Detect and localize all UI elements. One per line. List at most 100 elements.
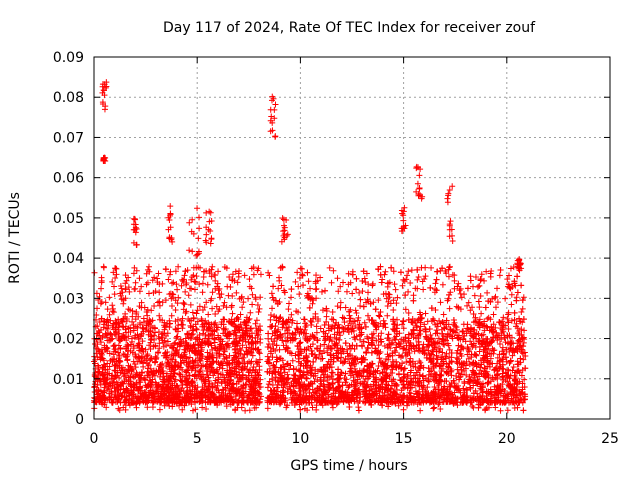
data-point	[168, 342, 175, 349]
data-point	[433, 276, 440, 283]
data-point	[377, 271, 384, 278]
data-point	[109, 399, 116, 406]
data-point	[199, 404, 206, 411]
data-point	[226, 274, 233, 281]
data-point	[120, 315, 127, 322]
data-point	[235, 350, 242, 357]
data-point	[236, 345, 243, 352]
data-point	[334, 303, 341, 310]
data-point	[510, 364, 517, 371]
data-point	[174, 383, 181, 390]
data-point	[405, 309, 412, 316]
data-point	[220, 351, 227, 358]
data-point	[249, 291, 256, 298]
data-point	[511, 405, 518, 412]
data-point	[365, 289, 372, 296]
data-point	[219, 386, 226, 393]
data-point	[257, 336, 264, 343]
data-point	[422, 310, 429, 317]
data-point	[308, 319, 315, 326]
data-point	[385, 331, 392, 338]
data-point	[194, 334, 201, 341]
data-point	[233, 289, 240, 296]
data-point	[251, 405, 258, 412]
data-point	[145, 290, 152, 297]
data-point	[216, 352, 223, 359]
data-point	[478, 271, 485, 278]
data-point	[208, 321, 215, 328]
data-point	[455, 280, 462, 287]
data-point	[174, 286, 181, 293]
data-point	[355, 407, 362, 414]
data-point	[178, 317, 185, 324]
data-point	[116, 374, 123, 381]
data-point	[115, 316, 122, 323]
data-point	[420, 372, 427, 379]
data-point	[492, 304, 499, 311]
data-point	[211, 335, 218, 342]
data-point	[220, 302, 227, 309]
data-point	[191, 286, 198, 293]
data-point	[207, 350, 214, 357]
data-point	[103, 345, 110, 352]
data-point	[234, 279, 241, 286]
data-point	[169, 280, 176, 287]
data-point	[478, 310, 485, 317]
data-point	[194, 318, 201, 325]
data-point	[225, 292, 232, 299]
data-point	[422, 264, 429, 271]
data-point	[427, 284, 434, 291]
data-point	[187, 324, 194, 331]
data-point	[233, 332, 240, 339]
data-point	[183, 279, 190, 286]
data-points	[91, 79, 529, 414]
data-point	[108, 376, 115, 383]
data-point	[107, 357, 114, 364]
data-point	[139, 324, 146, 331]
data-point	[106, 311, 113, 318]
data-point	[103, 404, 110, 411]
data-point	[173, 334, 180, 341]
data-point	[267, 312, 274, 319]
data-point	[507, 265, 514, 272]
data-point	[136, 275, 143, 282]
data-point	[113, 271, 120, 278]
data-point	[250, 346, 257, 353]
data-point	[518, 282, 525, 289]
data-point	[502, 295, 509, 302]
data-point	[125, 333, 132, 340]
data-point	[218, 378, 225, 385]
data-point	[408, 267, 415, 274]
data-point	[111, 283, 118, 290]
data-point	[181, 301, 188, 308]
data-point	[220, 392, 227, 399]
data-point	[162, 266, 169, 273]
data-point	[257, 383, 264, 390]
data-point	[224, 340, 231, 347]
data-point	[110, 309, 117, 316]
data-point	[249, 352, 256, 359]
data-point	[156, 373, 163, 380]
data-point	[221, 376, 228, 383]
data-point	[110, 320, 117, 327]
data-point	[288, 294, 295, 301]
data-point	[477, 292, 484, 299]
data-point	[440, 311, 447, 318]
data-point	[175, 263, 182, 270]
data-point	[329, 309, 336, 316]
data-point	[433, 327, 440, 334]
data-point	[214, 382, 221, 389]
data-point	[91, 381, 98, 388]
data-point	[386, 291, 393, 298]
data-point	[209, 289, 216, 296]
data-point	[186, 364, 193, 371]
data-point	[200, 362, 207, 369]
data-point	[504, 407, 511, 414]
data-point	[265, 269, 272, 276]
data-point	[190, 315, 197, 322]
data-point	[249, 301, 256, 308]
data-point	[136, 288, 143, 295]
data-point	[508, 301, 515, 308]
data-point	[103, 319, 110, 326]
